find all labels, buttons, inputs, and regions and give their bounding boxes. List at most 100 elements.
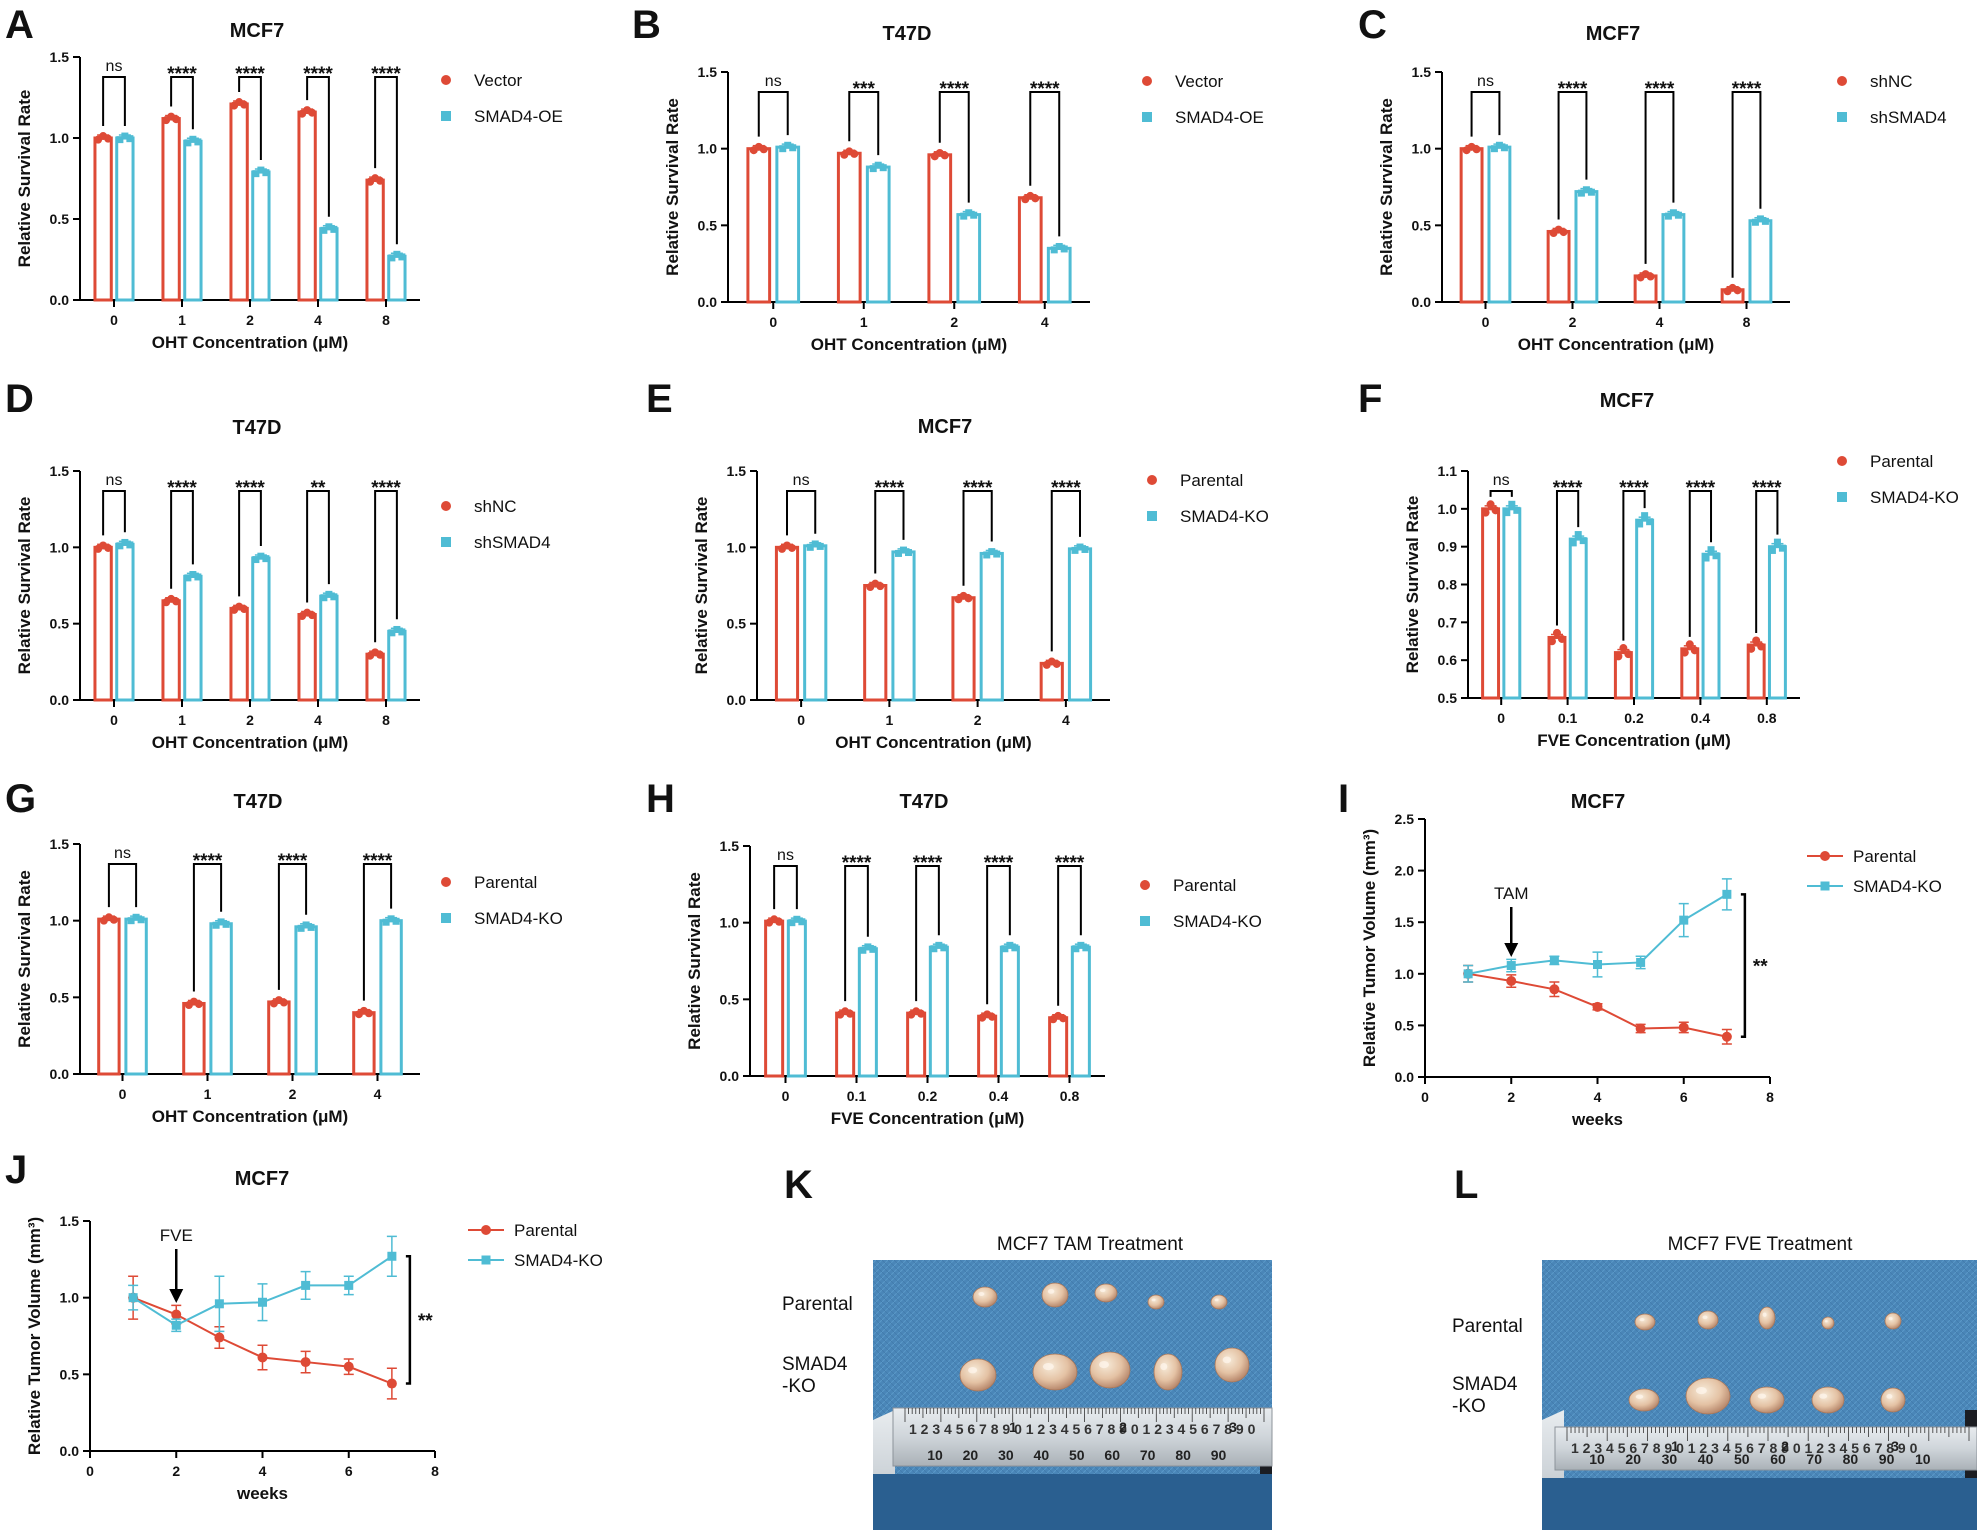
data-point — [214, 1299, 224, 1309]
tumor-highlight — [1695, 1387, 1707, 1395]
data-point — [904, 549, 912, 557]
y-tick-label: 1.5 — [727, 463, 747, 479]
panel-letter: C — [1358, 3, 1387, 47]
data-point — [864, 943, 872, 951]
data-point — [816, 542, 824, 550]
x-axis-label: FVE Concentration (μM) — [1537, 731, 1731, 750]
data-point — [1593, 960, 1602, 970]
y-axis-label: Relative Survival Rate — [15, 497, 34, 675]
tumor-sample — [1697, 1310, 1719, 1330]
data-point — [874, 161, 882, 169]
bar-parental — [1613, 651, 1633, 700]
x-axis-label: OHT Concentration (μM) — [152, 333, 348, 352]
data-point — [1582, 186, 1590, 194]
bar-smad4-ko — [979, 551, 1004, 702]
data-point — [194, 573, 202, 581]
significance-label: **** — [193, 851, 223, 872]
legend-label: shNC — [474, 497, 517, 516]
y-tick-label: 1.5 — [60, 1213, 80, 1229]
panel-j: J MCF7 0.0 0.5 1.0 1.5 0 2 4 6 8 FVE ** weeks Relative… — [5, 1148, 603, 1503]
significance-label: ns — [1493, 472, 1510, 489]
ruler-number: 10 — [1589, 1451, 1605, 1467]
y-tick-label: 0.0 — [50, 1066, 70, 1082]
data-point — [364, 1009, 373, 1018]
data-point — [850, 149, 859, 158]
bar-smad4-ko — [1502, 507, 1522, 700]
legend-marker — [1142, 112, 1152, 122]
significance-label: ns — [765, 73, 782, 90]
data-point — [960, 212, 968, 220]
significance-bracket — [102, 490, 126, 536]
data-point — [1778, 544, 1786, 552]
ruler-number: 10 — [1915, 1451, 1931, 1467]
y-tick-label: 1.0 — [698, 141, 718, 157]
significance-bracket — [238, 490, 262, 597]
annotation-label: TAM — [1494, 884, 1529, 903]
data-point — [876, 582, 885, 591]
y-axis-label: Relative Survival Rate — [685, 872, 704, 1050]
data-point — [1081, 545, 1089, 553]
y-tick-label: 0.5 — [50, 211, 70, 227]
data-point — [899, 546, 907, 554]
y-tick-label: 1.5 — [698, 64, 718, 80]
significance-label: **** — [303, 64, 333, 85]
significance-bracket — [306, 490, 330, 603]
bar-parental — [1746, 643, 1766, 700]
data-point — [1513, 506, 1521, 514]
tumor-sample — [1153, 1353, 1183, 1391]
ruler-number: 90 — [1211, 1447, 1227, 1463]
data-point — [1500, 144, 1508, 152]
panel-letter: K — [784, 1163, 813, 1207]
tumor-sample — [1880, 1387, 1906, 1413]
x-tick-label: 6 — [1680, 1089, 1688, 1105]
tumor-highlight — [1214, 1298, 1219, 1302]
panel-k: K MCF7 TAM Treatment 10 20 30 40 50 60 70 80 90 1 2… — [782, 1163, 1273, 1530]
data-point — [1761, 217, 1769, 225]
data-point — [1646, 518, 1654, 526]
legend-marker — [1820, 881, 1830, 891]
x-tick-label: 2 — [1507, 1089, 1515, 1105]
data-point — [1592, 1001, 1603, 1012]
data-point — [1635, 1023, 1646, 1034]
data-point — [297, 924, 305, 932]
data-point — [964, 594, 973, 603]
significance-label: ** — [311, 478, 326, 499]
legend-label: SMAD4-KO — [1853, 877, 1942, 896]
y-tick-label: 0.9 — [1438, 539, 1458, 555]
data-point — [320, 226, 328, 234]
significance-bracket — [1622, 490, 1646, 641]
significance-label: **** — [1686, 478, 1716, 499]
x-tick-label: 1 — [178, 312, 186, 328]
data-point — [262, 555, 270, 563]
panel-letter: D — [5, 377, 34, 421]
tumor-highlight — [968, 1367, 978, 1374]
x-tick-label: 0 — [1421, 1089, 1429, 1105]
data-point — [894, 549, 902, 557]
panel-d: D T47D 0.0 0.5 1.0 1.5 0 ns 1 **** 2 **** 4 ** 8 **** OH… — [5, 377, 551, 752]
y-tick-label: 0.5 — [50, 989, 70, 1005]
y-axis-label: Relative Survival Rate — [692, 497, 711, 675]
legend-marker — [481, 1225, 491, 1235]
data-point — [1669, 209, 1677, 217]
bar-parental — [951, 596, 976, 702]
bar-parental — [1048, 1016, 1069, 1078]
significance-label: **** — [371, 64, 401, 85]
tumor-sample — [1041, 1282, 1069, 1308]
x-tick-label: 0.8 — [1757, 710, 1777, 726]
bar-smad4-ko — [379, 919, 403, 1076]
legend-marker — [441, 877, 451, 887]
legend-label: Vector — [474, 71, 523, 90]
significance-bracket — [107, 863, 138, 908]
data-point — [917, 1009, 926, 1018]
data-point — [171, 1320, 181, 1330]
data-point — [869, 945, 877, 953]
significance-label: **** — [1051, 478, 1081, 499]
data-point — [300, 1357, 311, 1368]
ruler-number: 80 — [1175, 1447, 1191, 1463]
tumor-highlight — [1042, 1363, 1054, 1371]
significance-bracket — [1555, 490, 1580, 626]
data-point — [393, 625, 401, 633]
data-point — [189, 571, 197, 579]
significance-label: **** — [1553, 478, 1583, 499]
data-point — [376, 176, 385, 185]
